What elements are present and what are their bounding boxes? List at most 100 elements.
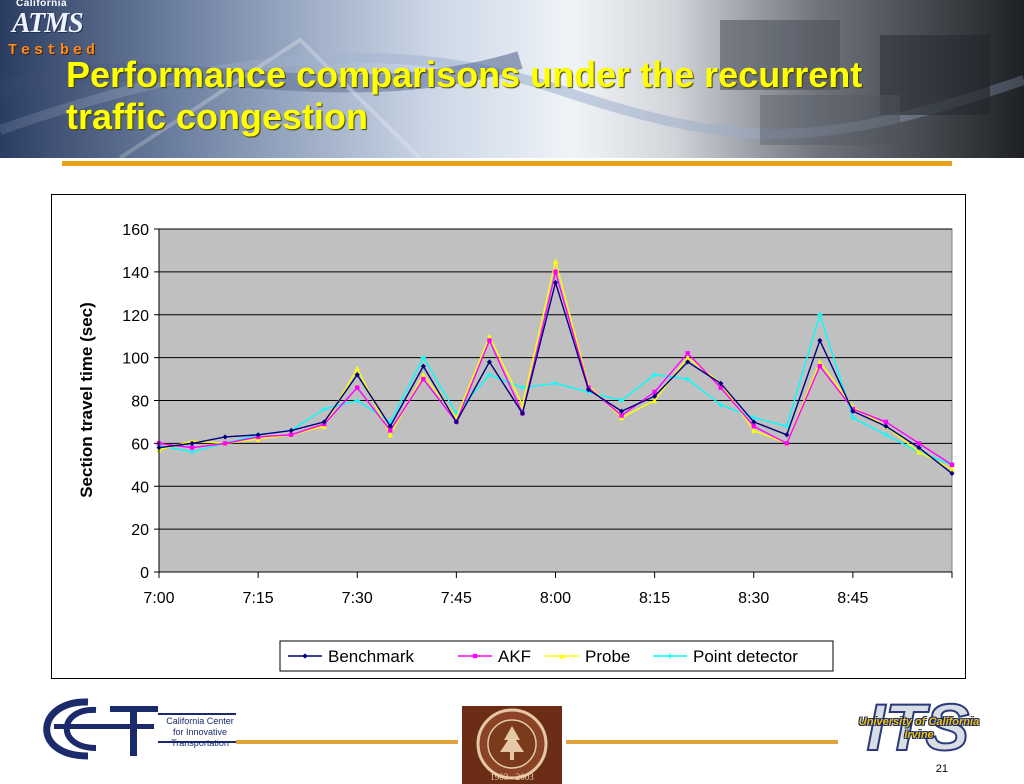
cci-name: California Center for Innovative Transpo…	[160, 716, 240, 749]
data-point-probe	[552, 258, 559, 264]
its-line-1: University of California	[858, 716, 980, 728]
legend-label-probe: Probe	[585, 647, 630, 666]
logo-atms-text: ATMS	[12, 8, 84, 39]
y-tick-label: 80	[131, 394, 149, 411]
x-tick-label: 7:15	[243, 590, 274, 607]
y-tick-label: 120	[122, 308, 149, 325]
y-tick-label: 160	[122, 222, 149, 239]
y-tick-label: 0	[140, 565, 149, 582]
university-seal: 1903 · 2003	[462, 706, 562, 784]
data-point-probe	[916, 449, 922, 455]
data-point-akf	[883, 419, 889, 425]
data-point-akf	[619, 413, 624, 418]
page-number: 21	[935, 763, 948, 775]
logo-california-text: California	[16, 0, 68, 9]
legend-label-point-detector: Point detector	[693, 647, 798, 666]
logo-testbed-text: Testbed	[8, 42, 100, 59]
seal-years: 1903 · 2003	[490, 772, 534, 782]
data-point-benchmark	[784, 432, 790, 438]
y-axis-label: Section travel time (sec)	[77, 302, 96, 498]
data-point-probe	[420, 372, 426, 378]
cci-line-1: California Center	[166, 716, 234, 726]
x-tick-label: 7:45	[441, 590, 472, 607]
data-point-point-detector	[552, 380, 559, 386]
data-point-akf	[222, 441, 228, 446]
y-tick-label: 40	[131, 479, 149, 496]
data-point-benchmark	[321, 419, 327, 425]
data-point-benchmark	[850, 408, 856, 414]
data-point-probe	[387, 432, 393, 438]
seal-emblem: 1903 · 2003	[476, 708, 548, 782]
data-point-benchmark	[618, 408, 625, 414]
y-tick-label: 100	[122, 351, 149, 368]
data-point-akf	[421, 376, 426, 382]
data-point-akf	[189, 445, 195, 450]
line-chart: 0 20 40 60 80 100 120 140 160 7:00 7:15 7:30 7:45 8:0…	[77, 222, 955, 672]
x-tick-label: 8:15	[639, 590, 670, 607]
data-point-benchmark	[949, 470, 955, 476]
data-point-akf	[487, 338, 492, 343]
x-tick-label: 8:45	[837, 590, 868, 607]
its-line-2: Irvine	[904, 729, 934, 741]
cci-logo	[26, 694, 241, 764]
data-point-akf	[817, 364, 823, 369]
data-point-akf	[652, 389, 657, 395]
its-logo: ITS	[838, 689, 998, 765]
data-point-point-detector	[486, 372, 493, 378]
its-caption: University of California Irvine	[840, 716, 998, 742]
data-point-akf	[355, 385, 360, 390]
data-point-benchmark	[420, 363, 426, 369]
x-tick-label: 7:00	[143, 590, 174, 607]
legend-label-benchmark: Benchmark	[328, 647, 414, 666]
data-point-probe	[751, 427, 757, 434]
x-tick-label: 7:30	[342, 590, 373, 607]
data-point-akf	[949, 462, 955, 468]
header-background-art	[0, 0, 1024, 158]
legend-marker-probe	[559, 653, 565, 659]
data-point-point-detector	[321, 406, 327, 412]
data-point-probe	[949, 466, 955, 472]
data-point-probe	[685, 355, 691, 361]
atms-testbed-logo: California ATMS Testbed	[4, 0, 104, 62]
header-banner: California ATMS Testbed Performance comp…	[0, 0, 1024, 158]
title-underline	[62, 161, 952, 166]
footer-line-right	[566, 740, 838, 744]
data-point-point-detector	[817, 312, 823, 318]
data-point-point-detector	[685, 376, 691, 382]
data-point-probe	[817, 359, 823, 365]
x-tick-label: 8:00	[540, 590, 571, 607]
cci-logo-mark	[43, 698, 236, 760]
data-point-point-detector	[850, 415, 856, 421]
data-point-point-detector	[420, 355, 426, 361]
cci-line-3: Transportation	[171, 738, 229, 748]
its-logo-mark: ITS	[866, 689, 971, 765]
data-point-probe	[354, 365, 360, 371]
data-point-benchmark	[189, 440, 195, 446]
data-point-point-detector	[883, 432, 889, 438]
data-point-point-detector	[718, 402, 724, 408]
data-point-akf	[916, 441, 922, 446]
data-point-point-detector	[189, 449, 195, 455]
legend-marker-benchmark	[302, 653, 308, 659]
data-point-point-detector	[618, 397, 625, 404]
legend-label-akf: AKF	[498, 647, 531, 666]
chart-container: 0 20 40 60 80 100 120 140 160 7:00 7:15 7:30 7:45 8:0…	[51, 194, 966, 679]
data-point-akf	[718, 385, 723, 390]
data-point-benchmark	[585, 387, 592, 393]
slide-title: Performance comparisons under the recurr…	[66, 54, 863, 138]
data-point-akf	[388, 428, 393, 433]
data-point-akf	[288, 432, 294, 437]
data-point-akf	[685, 351, 690, 356]
data-point-akf	[751, 424, 756, 429]
data-point-point-detector	[784, 423, 790, 429]
data-point-benchmark	[255, 432, 261, 438]
cci-line-2: for Innovative	[172, 727, 228, 737]
y-tick-label: 20	[131, 522, 149, 539]
y-tick-label: 140	[122, 265, 149, 282]
data-point-point-detector	[354, 397, 360, 404]
y-tick-label: 60	[131, 436, 149, 453]
legend-marker-point-detector	[667, 653, 673, 659]
footer-line-left	[236, 740, 458, 744]
legend-marker-akf	[472, 653, 478, 659]
its-big-text: ITS	[867, 690, 970, 760]
